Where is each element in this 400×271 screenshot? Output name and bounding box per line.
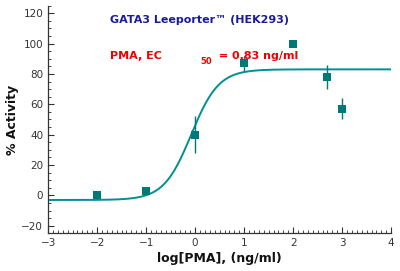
Text: 50: 50 (200, 57, 212, 66)
X-axis label: log[PMA], (ng/ml): log[PMA], (ng/ml) (157, 253, 282, 265)
Text: GATA3 Leeporter™ (HEK293): GATA3 Leeporter™ (HEK293) (110, 15, 289, 25)
Text: = 0.83 ng/ml: = 0.83 ng/ml (215, 51, 298, 61)
Text: PMA, EC: PMA, EC (110, 51, 162, 61)
Y-axis label: % Activity: % Activity (6, 85, 18, 154)
